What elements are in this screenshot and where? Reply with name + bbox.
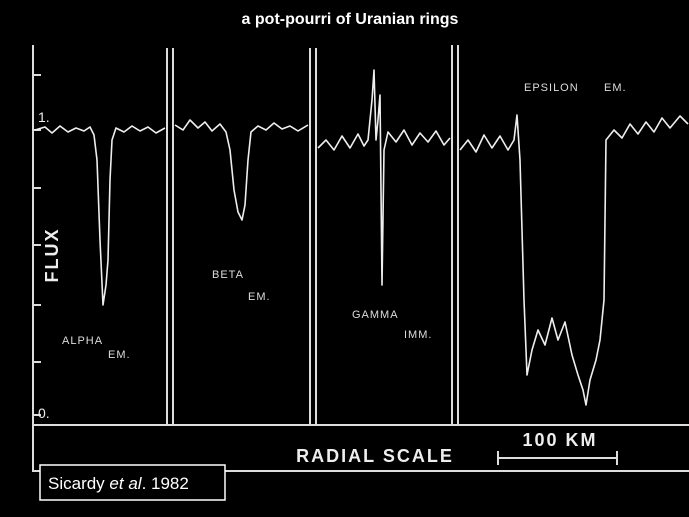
citation-year: . 1982: [142, 474, 189, 493]
gamma-trace: [317, 69, 451, 286]
panel-note: EM.: [108, 349, 131, 361]
citation-etal: et al: [109, 474, 142, 493]
y-top-label: 1.: [38, 109, 50, 125]
panel-name: GAMMA: [352, 309, 399, 321]
panel-name: ALPHA: [62, 335, 103, 347]
panel-name: EPSILON: [524, 82, 579, 94]
title: a pot-pourri of Uranian rings: [242, 11, 459, 28]
scale-label: 100 KM: [522, 430, 597, 450]
panel-name: BETA: [212, 269, 244, 281]
traces: [34, 69, 689, 406]
citation: Sicardy et al. 1982: [48, 474, 189, 493]
panel-note: EM.: [248, 291, 271, 303]
scale-box: [32, 424, 689, 472]
beta-trace: [174, 119, 309, 221]
x-axis-label: RADIAL SCALE: [296, 446, 454, 466]
citation-author: Sicardy: [48, 474, 109, 493]
alpha-trace: [34, 125, 166, 306]
panel-note: EM.: [604, 82, 627, 94]
citation-box: [39, 464, 226, 501]
epsilon-trace: [459, 114, 689, 406]
y-axis-label: FLUX: [42, 228, 62, 283]
panel-note: IMM.: [404, 329, 432, 341]
y-bottom-label: 0.: [38, 405, 50, 421]
